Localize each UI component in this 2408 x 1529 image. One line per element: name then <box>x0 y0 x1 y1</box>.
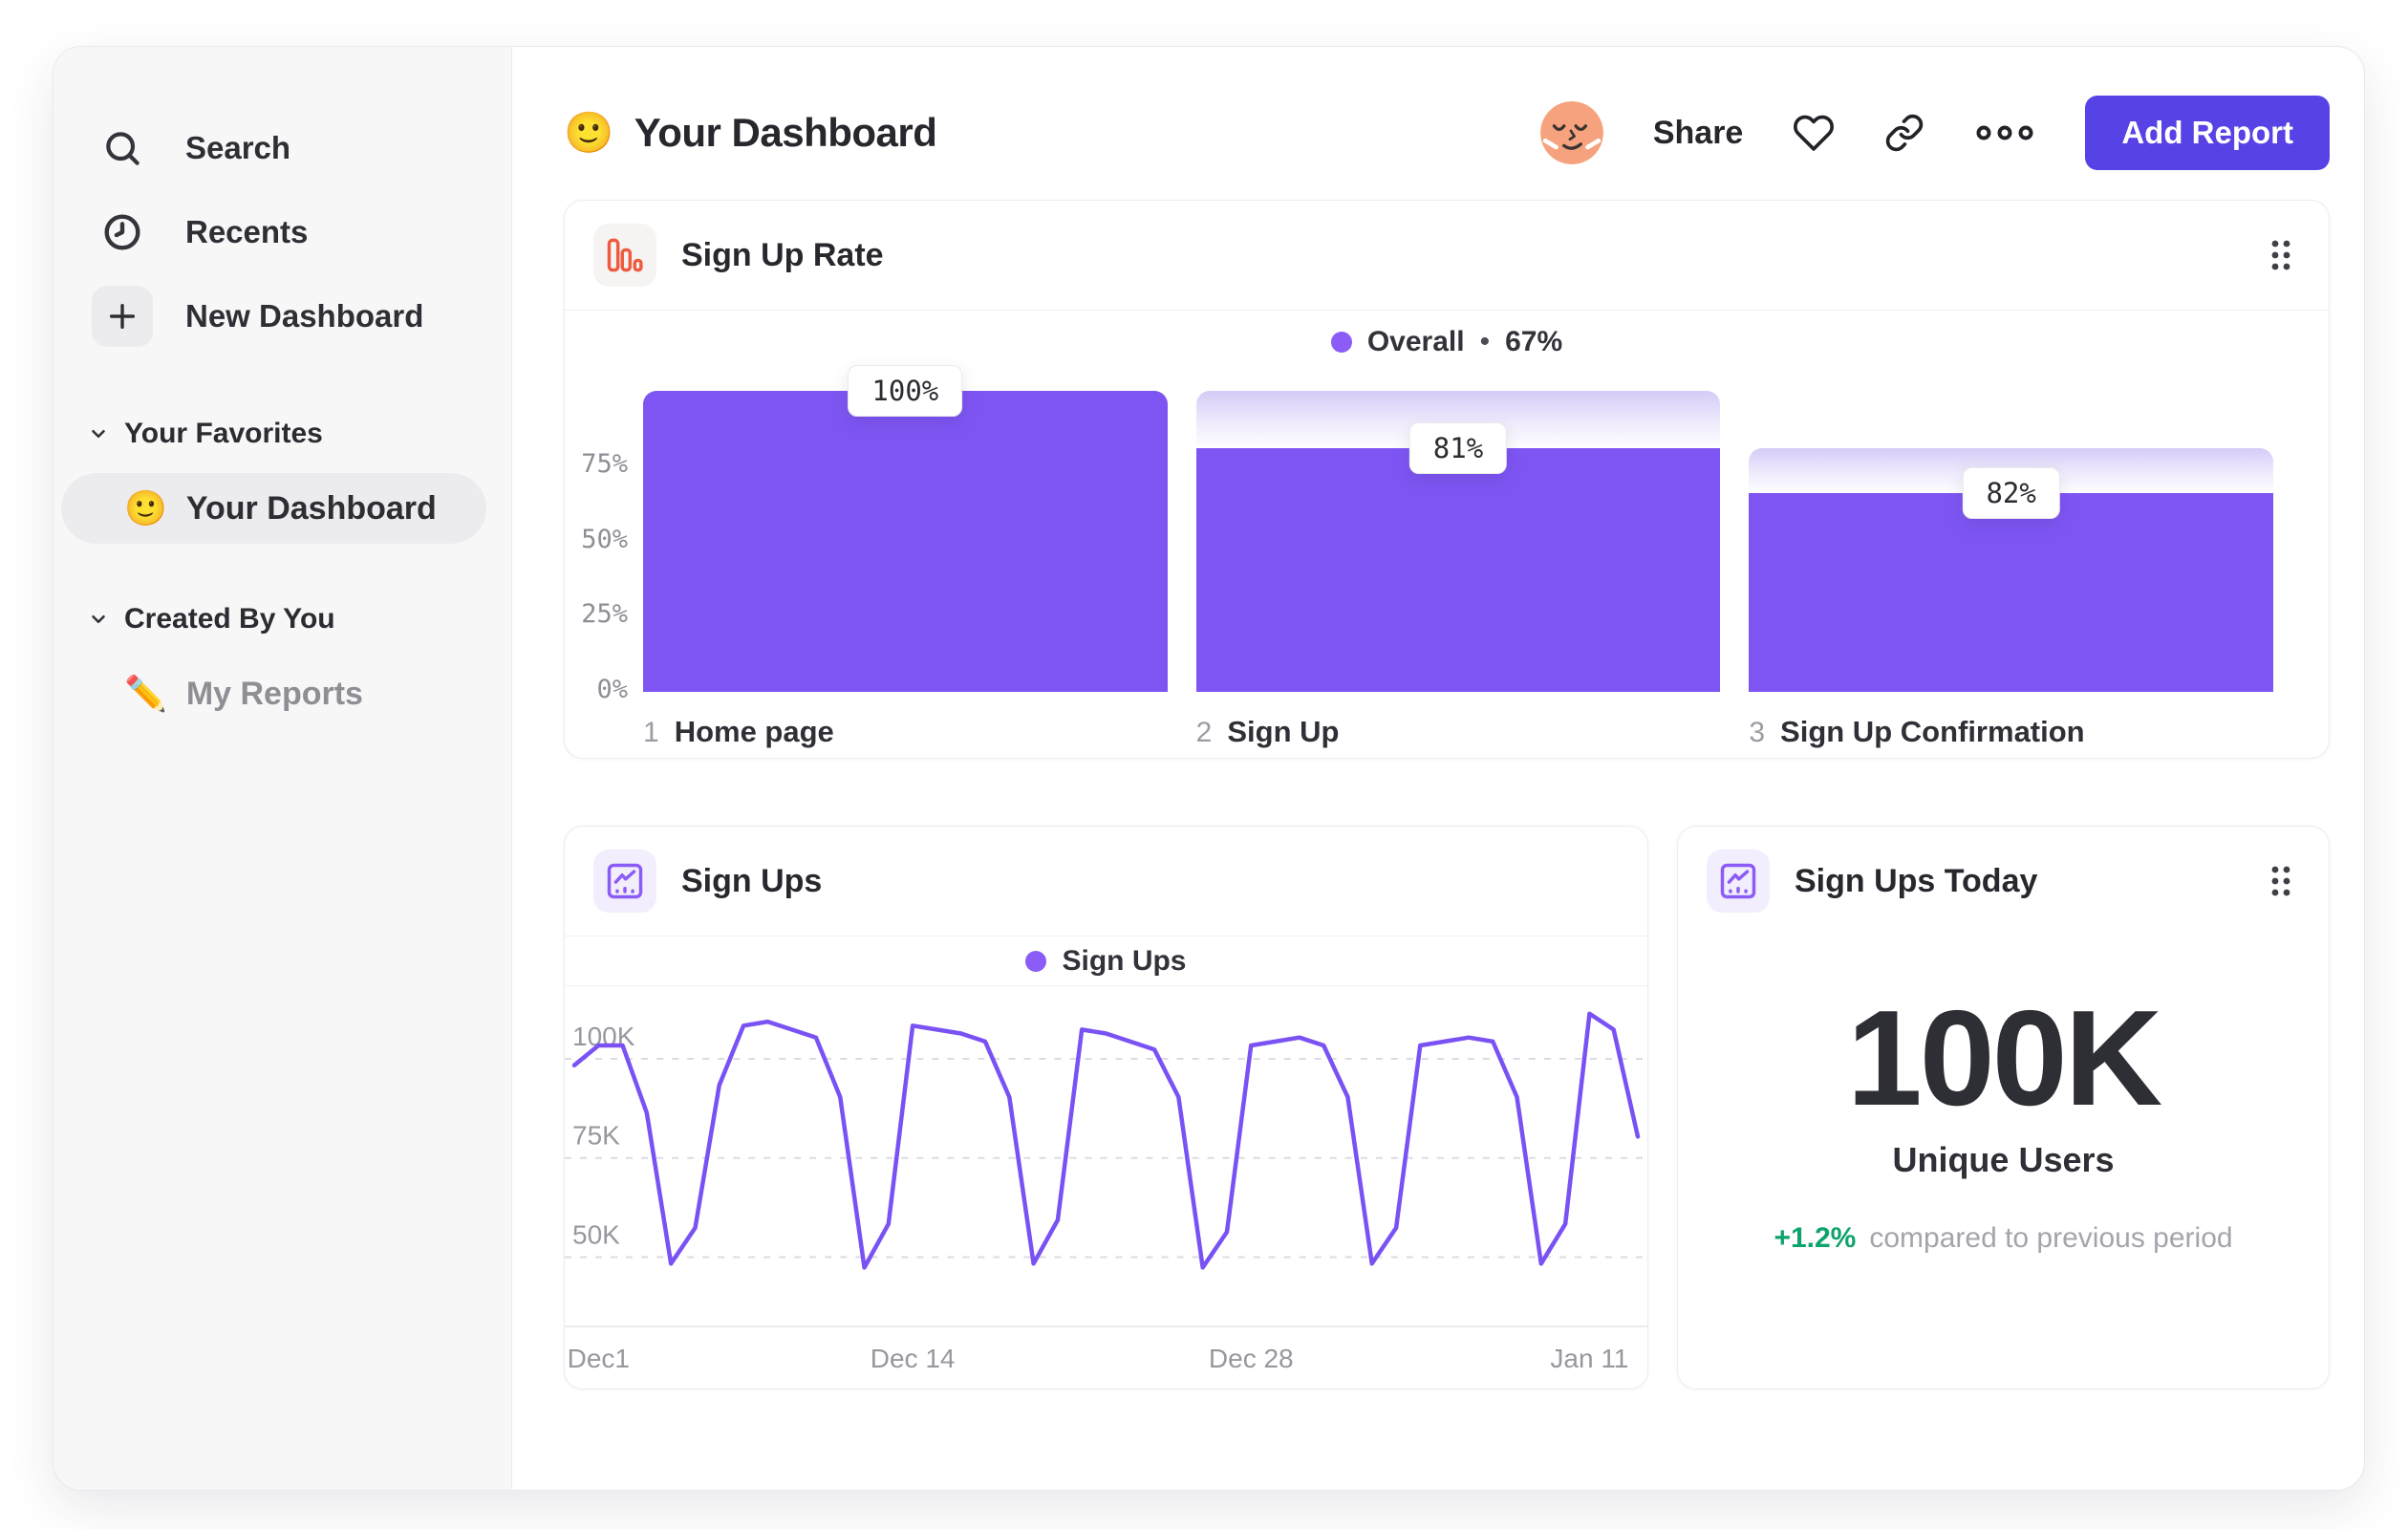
line-x-tick: Jan 11 <box>1550 1344 1629 1373</box>
legend-label: Overall <box>1366 326 1465 357</box>
add-report-button[interactable]: Add Report <box>2085 96 2330 170</box>
sidebar-item-label: Your Dashboard <box>185 489 437 527</box>
funnel-value-tooltip: 81% <box>1408 421 1508 474</box>
legend-value: 67% <box>1505 326 1563 357</box>
line-x-tick: Dec 28 <box>1208 1344 1294 1373</box>
sign-ups-card: Sign Ups Sign Ups 100K 75K 50K Dec1 Dec 14 D… <box>564 826 1648 1389</box>
line-x-tick: Dec1 <box>567 1344 630 1373</box>
funnel-step-label: 3 Sign Up Confirmation <box>1749 715 2085 748</box>
search-icon <box>92 118 153 179</box>
sign-ups-today-card: Sign Ups Today 100K Unique Users +1.2% <box>1677 826 2330 1389</box>
drag-handle-icon[interactable] <box>2262 857 2300 905</box>
page-title-text: Your Dashboard <box>634 110 937 155</box>
line-chart-x-axis: Dec1 Dec 14 Dec 28 Jan 11 <box>565 1328 1647 1386</box>
line-chart-icon <box>1707 850 1770 913</box>
sidebar-item-your-dashboard[interactable]: 🙂 Your Dashboard <box>61 473 486 544</box>
line-x-tick: Dec 14 <box>870 1344 956 1373</box>
line-legend: Sign Ups <box>565 937 1647 986</box>
funnel-step-labels: 1 Home page 2 Sign Up 3 Sign Up Confirmation <box>643 715 2273 749</box>
copy-link-icon[interactable] <box>1884 113 1924 153</box>
sign-up-rate-card-header: Sign Up Rate <box>565 201 2329 311</box>
section-title: Your Favorites <box>124 418 323 449</box>
sign-ups-today-card-header: Sign Ups Today <box>1678 827 2329 936</box>
sidebar-item-label: New Dashboard <box>185 298 424 334</box>
more-options-icon[interactable] <box>1974 123 2035 142</box>
chevron-down-icon <box>92 429 105 439</box>
page-title: 🙂 Your Dashboard <box>564 110 937 156</box>
favorite-heart-icon[interactable] <box>1793 112 1835 154</box>
sidebar: Search Recents New Dashboard Your Favori <box>54 47 512 1490</box>
funnel-chart: 75% 50% 25% 0% 100% 81% 82% <box>565 365 2274 704</box>
legend-label: Sign Ups <box>1062 944 1187 977</box>
funnel-step-label: 1 Home page <box>643 715 834 748</box>
svg-text:75K: 75K <box>572 1121 620 1151</box>
smiley-emoji-icon: 🙂 <box>124 488 167 528</box>
share-button[interactable]: Share <box>1652 114 1744 151</box>
smiley-emoji-icon: 🙂 <box>564 110 613 155</box>
svg-text:50K: 50K <box>572 1220 620 1250</box>
sidebar-item-search[interactable]: Search <box>54 106 511 190</box>
avatar[interactable] <box>1539 101 1603 164</box>
funnel-y-tick: 75% <box>581 448 628 479</box>
sidebar-item-label: My Reports <box>185 675 363 712</box>
sidebar-item-recents[interactable]: Recents <box>54 190 511 274</box>
sidebar-item-my-reports[interactable]: ✏️ My Reports <box>61 658 486 729</box>
main-content: 🙂 Your Dashboard Share <box>512 47 2364 1490</box>
bar-chart-icon <box>593 224 656 287</box>
funnel-y-tick: 50% <box>581 524 628 554</box>
stat-body: 100K Unique Users +1.2% compared to prev… <box>1678 936 2329 1389</box>
funnel-bar[interactable]: 100% <box>643 365 1168 692</box>
sidebar-item-label: Recents <box>185 214 309 249</box>
sign-ups-card-header: Sign Ups <box>565 827 1647 937</box>
funnel-bars: 100% 81% 82% <box>643 365 2274 692</box>
card-title: Sign Up Rate <box>681 236 884 273</box>
stat-value: 100K <box>1846 982 2162 1134</box>
section-title: Created By You <box>124 603 335 635</box>
sign-up-rate-card: Sign Up Rate Overall • 67% 75% 50% 25% 0% 1… <box>564 200 2330 759</box>
funnel-value-tooltip: 82% <box>1962 467 2060 520</box>
line-chart-icon <box>593 850 656 913</box>
funnel-step-label: 2 Sign Up <box>1195 715 1340 748</box>
sidebar-item-label: Search <box>185 130 291 165</box>
stat-delta-row: +1.2% compared to previous period <box>1774 1222 2232 1255</box>
line-chart: 100K 75K 50K <box>565 986 1647 1328</box>
section-created-by-you[interactable]: Created By You <box>88 603 511 635</box>
funnel-legend: Overall • 67% <box>565 314 2329 370</box>
funnel-y-tick: 25% <box>581 599 628 630</box>
plus-icon <box>92 286 153 347</box>
funnel-bar[interactable]: 82% <box>1749 447 2274 692</box>
pencil-emoji-icon: ✏️ <box>124 674 167 713</box>
stat-delta-caption: compared to previous period <box>1869 1222 2233 1254</box>
clock-icon <box>92 202 153 263</box>
funnel-y-tick: 0% <box>596 675 628 704</box>
section-your-favorites[interactable]: Your Favorites <box>88 418 511 450</box>
legend-dot-icon <box>1330 332 1352 353</box>
legend-separator: • <box>1479 326 1491 357</box>
cards-row: Sign Ups Sign Ups 100K 75K 50K Dec1 Dec 14 D… <box>564 826 2330 1389</box>
card-title: Sign Ups Today <box>1795 862 2038 899</box>
card-title: Sign Ups <box>681 862 823 899</box>
chevron-down-icon <box>92 614 105 624</box>
legend-dot-icon <box>1025 950 1047 972</box>
funnel-y-axis: 75% 50% 25% 0% <box>565 391 628 704</box>
header-actions: Share Add Report <box>1539 96 2330 170</box>
dashboard-header: 🙂 Your Dashboard Share <box>564 89 2330 177</box>
sidebar-item-new-dashboard[interactable]: New Dashboard <box>54 274 511 358</box>
funnel-bar[interactable]: 81% <box>1195 391 1721 692</box>
stat-delta: +1.2% <box>1774 1222 1857 1254</box>
app-window: Search Recents New Dashboard Your Favori <box>53 46 2365 1491</box>
stat-label: Unique Users <box>1892 1140 2115 1179</box>
drag-handle-icon[interactable] <box>2262 231 2300 279</box>
funnel-value-tooltip: 100% <box>848 365 963 417</box>
